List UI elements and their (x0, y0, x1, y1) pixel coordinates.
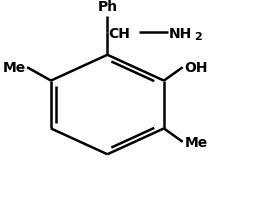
Text: Me: Me (3, 61, 26, 75)
Text: OH: OH (185, 61, 208, 75)
Text: CH: CH (109, 27, 130, 41)
Text: Me: Me (185, 135, 208, 149)
Text: Ph: Ph (97, 0, 118, 14)
Text: NH: NH (169, 27, 192, 41)
Text: 2: 2 (194, 32, 202, 42)
